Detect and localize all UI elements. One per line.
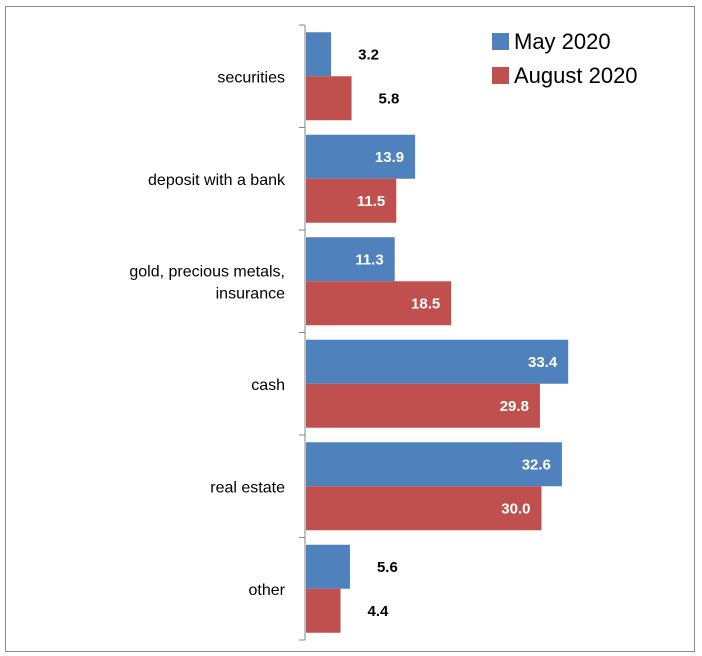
legend-label: August 2020 — [514, 63, 638, 88]
category-label: securities — [217, 69, 285, 86]
category-label: real estate — [210, 479, 285, 496]
category-label: insurance — [216, 285, 285, 302]
data-label: 29.8 — [500, 398, 529, 415]
category-label: cash — [251, 377, 285, 394]
bar-may-deposit-with-a-bank — [306, 134, 416, 179]
bar-august-cash — [306, 383, 540, 428]
bar-may-cash — [306, 339, 569, 384]
data-label: 33.4 — [528, 354, 558, 371]
data-label: 18.5 — [411, 295, 440, 312]
data-label: 13.9 — [375, 149, 404, 166]
data-label: 4.4 — [368, 603, 390, 620]
bar-august-real-estate — [306, 486, 542, 531]
bar-august-securities — [306, 76, 352, 121]
bar-may-securities — [306, 32, 332, 77]
category-label: deposit with a bank — [148, 172, 286, 189]
bar-august-deposit-with-a-bank — [306, 178, 397, 223]
bar-august-gold-precious-metals-insurance — [306, 281, 452, 326]
bar-may-gold-precious-metals-insurance — [306, 237, 395, 282]
data-label: 30.0 — [501, 500, 530, 517]
legend-swatch — [492, 67, 509, 84]
bar-may-other — [306, 544, 350, 589]
category-label: other — [249, 582, 286, 599]
category-label: gold, precious metals, — [129, 263, 285, 280]
legend-label: May 2020 — [514, 29, 611, 54]
legend-swatch — [492, 33, 509, 50]
data-label: 32.6 — [522, 456, 551, 473]
data-label: 5.6 — [377, 559, 398, 576]
data-label: 11.5 — [357, 193, 385, 210]
data-label: 5.8 — [379, 90, 400, 107]
data-label: 11.3 — [355, 251, 383, 268]
bar-august-other — [306, 588, 341, 633]
bar-may-real-estate — [306, 442, 562, 487]
data-label: 3.2 — [358, 46, 379, 63]
